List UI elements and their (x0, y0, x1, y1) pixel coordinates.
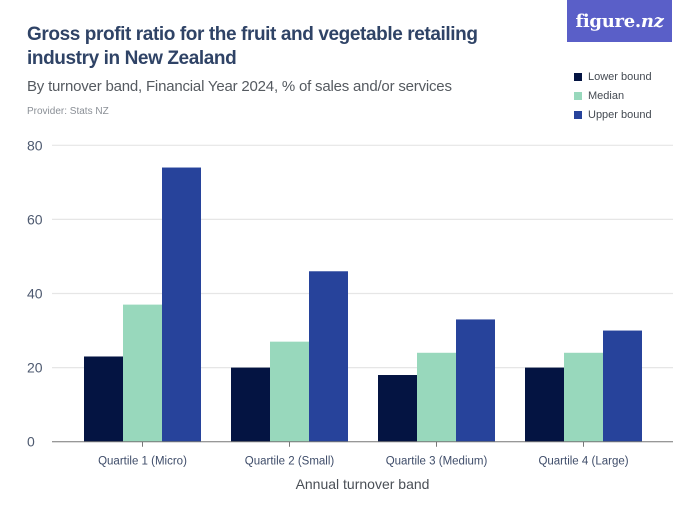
y-tick-label: 60 (27, 211, 43, 227)
x-axis-ticks: Quartile 1 (Micro) Quartile 2 (Small) Quar… (98, 441, 629, 468)
bar-lower-bound-quartile-2-small[interactable] (231, 367, 270, 442)
y-tick-label: 80 (27, 137, 43, 153)
bar-lower-bound-quartile-3-medium[interactable] (378, 375, 417, 442)
bar-median-quartile-3-medium[interactable] (417, 352, 456, 442)
provider-label: Provider: Stats NZ (27, 106, 109, 117)
x-tick-label: Quartile 4 (Large) (538, 456, 628, 468)
legend-swatch-upper-bound (574, 110, 582, 119)
chart-title: Gross profit ratio for the fruit and veg… (27, 24, 478, 69)
x-axis-title: Annual turnover band (296, 476, 430, 492)
x-tick-label: Quartile 3 (Medium) (386, 456, 488, 468)
legend-swatch-median (574, 91, 582, 100)
legend-label: Upper bound (588, 108, 652, 121)
legend-item-upper-bound: Upper bound (574, 105, 652, 124)
bar-upper-bound-quartile-1-micro[interactable] (162, 167, 201, 442)
bar-upper-bound-quartile-2-small[interactable] (309, 271, 348, 442)
logo-text-accent: nz (640, 10, 664, 32)
bar-median-quartile-4-large[interactable] (564, 352, 603, 442)
legend-label: Median (588, 89, 625, 102)
bar-upper-bound-quartile-3-medium[interactable] (456, 319, 495, 442)
legend-label: Lower bound (588, 70, 652, 83)
bar-lower-bound-quartile-4-large[interactable] (525, 367, 564, 442)
figure-nz-logo[interactable]: figure. nz (567, 0, 672, 42)
x-tick-label: Quartile 1 (Micro) (98, 456, 187, 468)
y-tick-label: 0 (27, 434, 35, 450)
x-tick-label: Quartile 2 (Small) (245, 456, 335, 468)
logo-text-main: figure. (575, 10, 641, 32)
legend-item-lower-bound: Lower bound (574, 67, 652, 86)
bar-median-quartile-1-micro[interactable] (123, 304, 162, 442)
bars (84, 167, 642, 442)
bar-upper-bound-quartile-4-large[interactable] (603, 330, 642, 442)
y-tick-label: 40 (27, 286, 43, 302)
bar-lower-bound-quartile-1-micro[interactable] (84, 356, 123, 442)
y-tick-label: 20 (27, 360, 43, 376)
y-axis-ticks: 0 20 40 60 80 (27, 137, 43, 449)
legend: Lower bound Median Upper bound (574, 67, 652, 124)
bar-median-quartile-2-small[interactable] (270, 341, 309, 442)
legend-item-median: Median (574, 86, 652, 105)
legend-swatch-lower-bound (574, 72, 582, 81)
chart-subtitle: By turnover band, Financial Year 2024, %… (27, 78, 452, 95)
